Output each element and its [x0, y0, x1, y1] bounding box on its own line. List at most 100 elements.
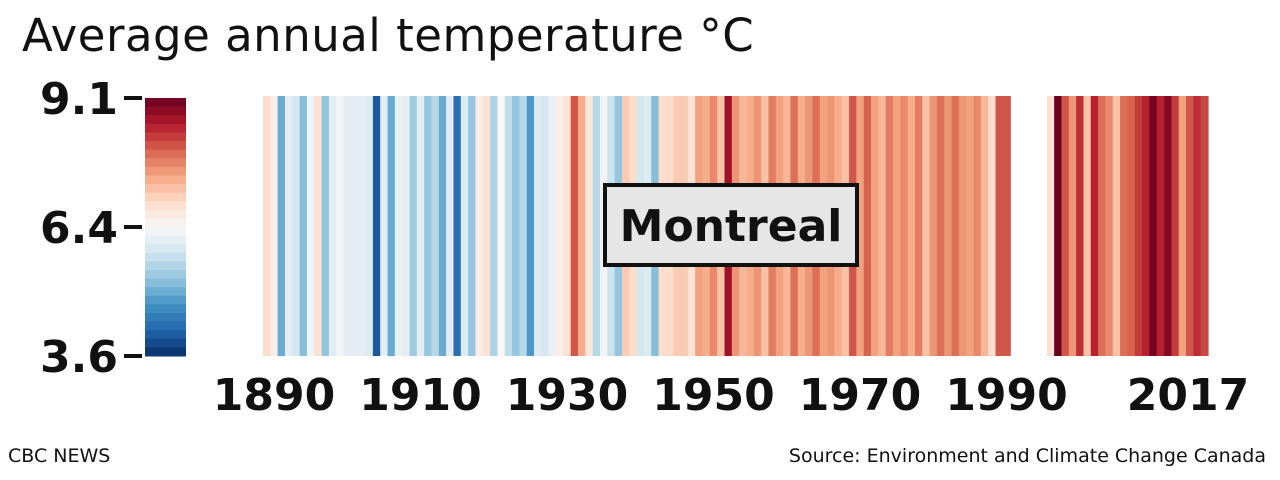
- stripe-1928: [548, 96, 557, 356]
- stripe-1917: [468, 96, 477, 356]
- stripe-2004: [1105, 96, 1114, 356]
- stripe-2016: [1193, 96, 1202, 356]
- year-tick-label: 1970: [799, 370, 921, 421]
- stripe-1973: [878, 96, 887, 356]
- stripe-1983: [951, 96, 960, 356]
- stripe-2014: [1178, 96, 1187, 356]
- legend-band: [145, 209, 186, 219]
- legend-band: [145, 295, 186, 305]
- stripe-1904: [372, 96, 381, 356]
- stripe-1912: [431, 96, 440, 356]
- stripe-2002: [1090, 96, 1099, 356]
- legend-band: [145, 252, 186, 262]
- legend-band: [145, 227, 186, 237]
- stripe-1989: [995, 96, 1004, 356]
- stripe-1999: [1068, 96, 1077, 356]
- stripe-1907: [394, 96, 403, 356]
- legend-band: [145, 201, 186, 211]
- news-brand: CBC NEWS: [8, 445, 111, 467]
- year-tick-label: 1950: [652, 370, 774, 421]
- stripe-1892: [284, 96, 293, 356]
- legend-band: [145, 149, 186, 159]
- stripe-1903: [365, 96, 374, 356]
- stripe-1897: [321, 96, 330, 356]
- stripe-1975: [893, 96, 901, 356]
- legend-band: [145, 184, 186, 194]
- stripe-2006: [1120, 96, 1129, 356]
- legend-band: [145, 132, 186, 142]
- stripe-1901: [350, 96, 359, 356]
- legend-band: [145, 235, 186, 245]
- legend-band: [145, 115, 186, 125]
- stripe-1930: [563, 96, 572, 356]
- stripe-2012: [1164, 96, 1172, 356]
- stripe-1909: [409, 96, 418, 356]
- stripe-1978: [914, 96, 923, 356]
- stripe-1934: [592, 96, 601, 356]
- legend-band: [145, 261, 186, 271]
- stripe-2010: [1149, 96, 1158, 356]
- legend-band: [145, 175, 186, 185]
- stripe-1895: [306, 96, 315, 356]
- stripe-1987: [980, 96, 989, 356]
- stripe-1902: [358, 96, 367, 356]
- stripe-1908: [402, 96, 411, 356]
- legend-band: [145, 106, 186, 116]
- year-tick-label: 1990: [945, 370, 1067, 421]
- stripe-1923: [512, 96, 520, 356]
- year-tick-label: 1890: [213, 370, 335, 421]
- stripe-1906: [387, 96, 396, 356]
- legend-band: [145, 98, 186, 108]
- legend-band: [145, 287, 186, 297]
- stripe-1972: [871, 96, 879, 356]
- legend-band: [145, 338, 186, 348]
- stripe-2015: [1186, 96, 1194, 356]
- stripe-1932: [578, 96, 586, 356]
- year-tick-label: 2017: [1127, 370, 1249, 421]
- stripe-1988: [988, 96, 997, 356]
- source-credit: Source: Environment and Climate Change C…: [788, 445, 1266, 467]
- stripe-1976: [900, 96, 909, 356]
- color-scale-ticks: 9.1 6.4 3.6: [40, 74, 142, 383]
- stripe-1986: [973, 96, 982, 356]
- location-label: Montreal: [620, 201, 843, 252]
- location-label-box: Montreal: [603, 183, 859, 267]
- stripe-1997: [1054, 96, 1063, 356]
- stripe-1927: [541, 96, 550, 356]
- stripe-1970: [856, 96, 865, 356]
- legend-tick-label: 9.1: [40, 74, 118, 125]
- year-axis: 1890 1910 1930 1950 1970 1990 2017: [213, 370, 1249, 421]
- stripe-1980: [929, 96, 938, 356]
- stripe-2005: [1112, 96, 1121, 356]
- stripe-2011: [1156, 96, 1165, 356]
- stripe-2009: [1142, 96, 1150, 356]
- stripe-1899: [336, 96, 345, 356]
- stripe-1922: [504, 96, 513, 356]
- stripe-1925: [526, 96, 535, 356]
- legend-band: [145, 141, 186, 151]
- legend-band: [145, 244, 186, 254]
- stripe-2013: [1171, 96, 1180, 356]
- stripe-1974: [885, 96, 894, 356]
- stripe-1913: [438, 96, 447, 356]
- stripe-1931: [570, 96, 579, 356]
- climate-stripes-chart: 9.1 6.4 3.6 1890 1910 1930 1950 1970 1990 2017 M…: [40, 74, 1249, 421]
- stripe-1910: [416, 96, 425, 356]
- stripe-1926: [534, 96, 542, 356]
- stripe-1933: [585, 96, 594, 356]
- stripe-2000: [1076, 96, 1085, 356]
- stripe-1971: [863, 96, 872, 356]
- stripe-1977: [907, 96, 916, 356]
- stripe-1982: [944, 96, 953, 356]
- stripe-2007: [1127, 96, 1136, 356]
- stripe-1921: [497, 96, 506, 356]
- stripe-1916: [460, 96, 469, 356]
- stripe-1985: [966, 96, 975, 356]
- legend-tick-label: 6.4: [40, 203, 118, 254]
- stripe-1979: [922, 96, 931, 356]
- stripe-1905: [380, 96, 389, 356]
- stripe-1889: [263, 96, 271, 356]
- stripe-1900: [343, 96, 352, 356]
- stripe-2003: [1098, 96, 1107, 356]
- stripe-2017: [1200, 96, 1209, 356]
